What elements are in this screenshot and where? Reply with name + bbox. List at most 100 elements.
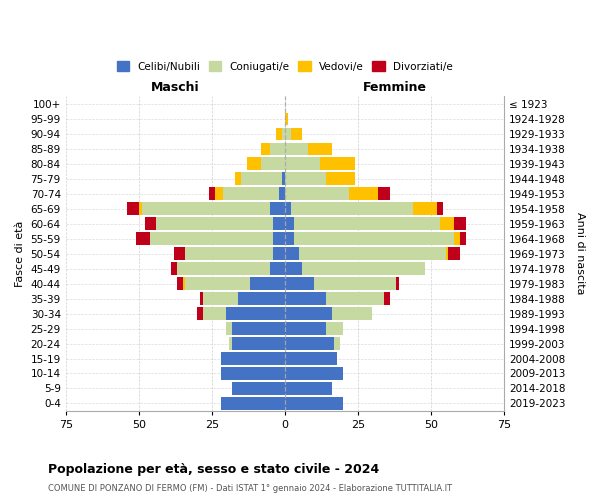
Bar [221, 352, 285, 364]
Bar [285, 218, 293, 230]
Bar [314, 278, 396, 289]
Bar [273, 248, 285, 260]
Bar [285, 262, 302, 274]
Bar [223, 188, 279, 200]
Bar [270, 202, 285, 215]
Text: Popolazione per età, sesso e stato civile - 2024: Popolazione per età, sesso e stato civil… [48, 462, 379, 475]
Bar [203, 308, 226, 320]
Bar [279, 188, 285, 200]
Bar [285, 158, 320, 170]
Bar [285, 338, 334, 349]
Legend: Celibi/Nubili, Coniugati/e, Vedovi/e, Divorziati/e: Celibi/Nubili, Coniugati/e, Vedovi/e, Di… [113, 58, 457, 76]
Bar [209, 188, 215, 200]
Bar [285, 248, 299, 260]
Bar [145, 218, 156, 230]
Bar [290, 202, 413, 215]
Bar [293, 232, 454, 244]
Bar [349, 188, 379, 200]
Y-axis label: Anni di nascita: Anni di nascita [575, 212, 585, 295]
Bar [285, 352, 337, 364]
Bar [247, 158, 262, 170]
Y-axis label: Fasce di età: Fasce di età [15, 220, 25, 287]
Bar [174, 248, 185, 260]
Bar [185, 278, 250, 289]
Bar [185, 248, 273, 260]
Bar [285, 202, 290, 215]
Bar [226, 322, 232, 334]
Bar [229, 338, 232, 349]
Bar [127, 202, 139, 215]
Bar [221, 368, 285, 380]
Bar [326, 172, 355, 185]
Bar [156, 218, 273, 230]
Bar [285, 278, 314, 289]
Bar [293, 218, 440, 230]
Bar [282, 172, 285, 185]
Bar [182, 278, 185, 289]
Bar [235, 172, 241, 185]
Bar [241, 172, 282, 185]
Bar [176, 262, 270, 274]
Bar [200, 292, 203, 304]
Bar [285, 232, 293, 244]
Bar [440, 218, 454, 230]
Bar [308, 142, 332, 155]
Bar [285, 322, 326, 334]
Bar [320, 158, 355, 170]
Bar [136, 232, 151, 244]
Bar [142, 202, 270, 215]
Bar [285, 172, 326, 185]
Bar [171, 262, 176, 274]
Bar [384, 292, 390, 304]
Text: Femmine: Femmine [362, 81, 427, 94]
Bar [250, 278, 285, 289]
Bar [270, 142, 285, 155]
Bar [285, 308, 332, 320]
Bar [197, 308, 203, 320]
Bar [285, 188, 349, 200]
Bar [262, 142, 270, 155]
Bar [396, 278, 399, 289]
Bar [299, 248, 446, 260]
Bar [203, 292, 238, 304]
Bar [226, 308, 285, 320]
Bar [215, 188, 223, 200]
Text: COMUNE DI PONZANO DI FERMO (FM) - Dati ISTAT 1° gennaio 2024 - Elaborazione TUTT: COMUNE DI PONZANO DI FERMO (FM) - Dati I… [48, 484, 452, 493]
Bar [276, 128, 282, 140]
Bar [285, 398, 343, 409]
Bar [454, 232, 460, 244]
Bar [232, 322, 285, 334]
Bar [290, 128, 302, 140]
Bar [448, 248, 460, 260]
Bar [334, 338, 340, 349]
Bar [437, 202, 443, 215]
Bar [379, 188, 390, 200]
Text: Maschi: Maschi [151, 81, 200, 94]
Bar [446, 248, 448, 260]
Bar [270, 262, 285, 274]
Bar [273, 232, 285, 244]
Bar [232, 382, 285, 394]
Bar [232, 338, 285, 349]
Bar [326, 322, 343, 334]
Bar [285, 368, 343, 380]
Bar [282, 128, 285, 140]
Bar [151, 232, 273, 244]
Bar [273, 218, 285, 230]
Bar [238, 292, 285, 304]
Bar [285, 292, 326, 304]
Bar [262, 158, 285, 170]
Bar [139, 202, 142, 215]
Bar [285, 112, 288, 125]
Bar [332, 308, 373, 320]
Bar [302, 262, 425, 274]
Bar [454, 218, 466, 230]
Bar [460, 232, 466, 244]
Bar [285, 142, 308, 155]
Bar [221, 398, 285, 409]
Bar [285, 128, 290, 140]
Bar [285, 382, 332, 394]
Bar [326, 292, 384, 304]
Bar [176, 278, 182, 289]
Bar [413, 202, 437, 215]
